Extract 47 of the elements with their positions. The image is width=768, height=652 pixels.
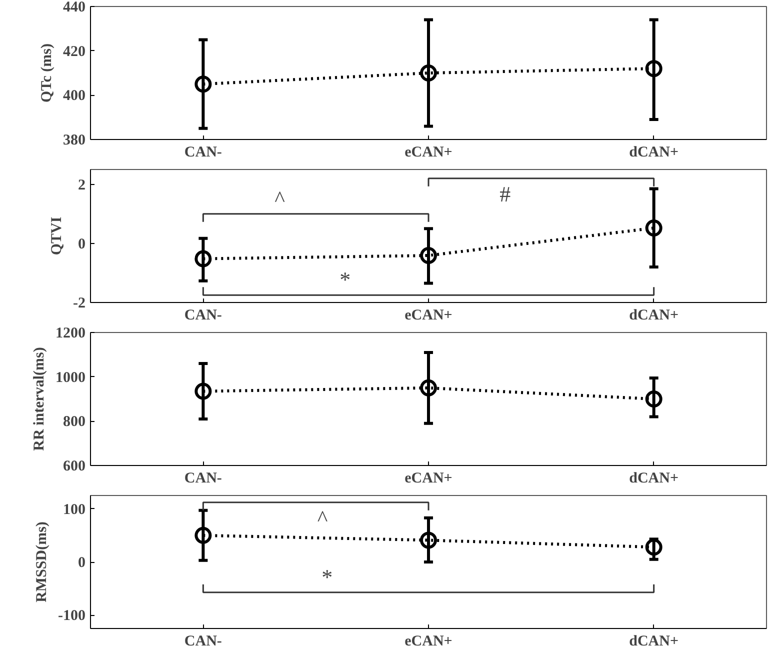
y-axis-title: RR interval(ms) <box>32 347 48 451</box>
point <box>645 220 662 237</box>
point <box>420 64 437 82</box>
point <box>645 390 662 408</box>
y-axis-title: QTc (ms) <box>39 43 55 103</box>
y-axis-title: QTVI <box>49 216 66 256</box>
y-tick-label: 100 <box>63 502 86 518</box>
x-tick-label: CAN- <box>184 634 222 650</box>
y-tick-label: 600 <box>63 458 86 474</box>
y-tick-label: 0 <box>78 236 86 252</box>
point <box>645 538 662 556</box>
y-axis-title: RMSSD(ms) <box>34 522 50 602</box>
y-tick-label: -100 <box>58 608 86 624</box>
y-tick-label: 0 <box>78 555 86 571</box>
x-tick-label: eCAN+ <box>404 144 452 160</box>
annotation: * <box>340 267 351 292</box>
x-tick-label: eCAN+ <box>404 470 452 486</box>
x-tick-label: dCAN+ <box>629 470 679 486</box>
annotation: * <box>322 564 333 590</box>
x-tick-label: eCAN+ <box>404 634 452 650</box>
point <box>645 60 662 78</box>
y-tick-label: 1000 <box>56 370 86 386</box>
y-tick-label: 800 <box>63 414 86 430</box>
annotation: ^ <box>317 505 328 530</box>
point <box>420 247 437 264</box>
x-tick-label: CAN- <box>184 470 222 486</box>
y-tick-label: -2 <box>73 296 86 312</box>
point <box>194 526 212 544</box>
x-tick-label: dCAN+ <box>629 634 679 650</box>
point <box>194 250 212 268</box>
x-tick-label: eCAN+ <box>404 308 452 324</box>
x-tick-label: CAN- <box>184 144 222 160</box>
x-tick-label: CAN- <box>184 308 222 324</box>
point <box>194 76 212 93</box>
x-tick-label: dCAN+ <box>629 308 679 324</box>
y-tick-label: 2 <box>78 177 86 194</box>
y-tick-label: 380 <box>63 132 86 148</box>
x-tick-label: dCAN+ <box>629 144 679 160</box>
annotation: # <box>500 181 511 206</box>
y-tick-label: 440 <box>63 0 86 16</box>
y-tick-label: 400 <box>63 88 86 104</box>
annotation: ^ <box>274 186 286 211</box>
y-tick-label: 420 <box>63 44 86 60</box>
point <box>420 532 437 549</box>
point <box>420 379 437 396</box>
y-tick-label: 1200 <box>56 326 86 342</box>
point <box>194 382 212 400</box>
